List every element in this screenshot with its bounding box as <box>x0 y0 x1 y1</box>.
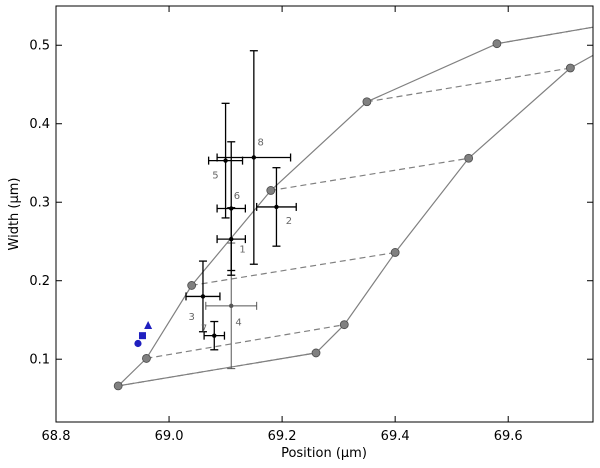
model-curve-dashed-5 <box>270 157 469 192</box>
measurement-point-6 <box>229 206 234 211</box>
x-tick-label-1: 69.0 <box>155 429 184 444</box>
model-point-9 <box>464 153 474 163</box>
model-point-4 <box>362 97 372 107</box>
measurement-point-4 <box>229 303 234 309</box>
x-tick-label-0: 68.8 <box>42 429 71 444</box>
measurements: 1 2 3 4 5 6 7 8 <box>185 50 297 370</box>
measurement-point-2 <box>274 204 279 210</box>
x-axis-label: Position (μm) <box>281 446 367 461</box>
model-lines <box>117 26 594 387</box>
model-point-5 <box>492 39 502 49</box>
y-tick-label-3: 0.4 <box>29 117 50 132</box>
model-curve-dashed-3 <box>146 324 345 359</box>
x-tick-label-3: 69.4 <box>381 429 410 444</box>
model-point-1 <box>142 354 151 363</box>
measurement-2: 2 <box>256 167 297 247</box>
x-tick-label-2: 69.2 <box>268 429 297 444</box>
y-tick-label-0: 0.1 <box>29 353 50 368</box>
y-tick-label-1: 0.2 <box>29 274 50 289</box>
measurement-label-8: 8 <box>257 138 263 149</box>
blue-square-marker <box>138 332 146 340</box>
measurement-point-3 <box>200 294 206 299</box>
model-point-0 <box>113 381 123 391</box>
y-axis-label: Width (μm) <box>7 178 22 251</box>
measurement-label-7: 7 <box>201 324 207 335</box>
model-point-3 <box>266 186 276 195</box>
measurement-3: 3 <box>185 260 221 333</box>
measurement-label-1: 1 <box>239 244 245 255</box>
measurement-label-2: 2 <box>286 216 292 227</box>
model-point-6 <box>311 348 321 358</box>
model-curve-solid-0 <box>117 26 594 387</box>
measurement-point-8 <box>251 155 257 160</box>
model-curve-dashed-4 <box>191 251 396 286</box>
blue-triangle-marker <box>144 320 153 329</box>
measurement-7: 7 <box>201 320 226 351</box>
plot-frame <box>55 5 594 423</box>
model-markers <box>113 39 575 391</box>
x-tick-label-4: 69.6 <box>494 429 523 444</box>
model-curve-dashed-2 <box>118 352 317 387</box>
measurement-label-6: 6 <box>234 191 240 202</box>
measurement-point-7 <box>212 333 217 338</box>
x-axis: 68.8 69.0 69.2 69.4 69.6 <box>42 6 523 444</box>
measurement-6: 6 <box>216 141 247 276</box>
measurement-label-5: 5 <box>212 171 218 182</box>
model-curve-dashed-6 <box>366 67 571 103</box>
measurement-point-5 <box>223 158 228 163</box>
y-tick-label-2: 0.3 <box>29 196 50 211</box>
measurement-label-3: 3 <box>188 312 194 323</box>
model-point-8 <box>390 248 400 257</box>
model-curve-dashed-7 <box>496 26 594 45</box>
measurement-8: 8 <box>216 50 292 265</box>
y-tick-label-4: 0.5 <box>29 39 50 54</box>
model-point-7 <box>339 320 349 330</box>
model-point-10 <box>565 63 575 73</box>
measurement-label-4: 4 <box>235 317 241 328</box>
blue-markers <box>134 320 153 348</box>
measurement-5: 5 <box>207 102 244 219</box>
blue-circle-marker <box>134 339 142 348</box>
y-axis: 0.1 0.2 0.3 0.4 0.5 <box>29 39 593 368</box>
model-curve-solid-1 <box>118 54 594 387</box>
model-point-2 <box>187 281 197 290</box>
